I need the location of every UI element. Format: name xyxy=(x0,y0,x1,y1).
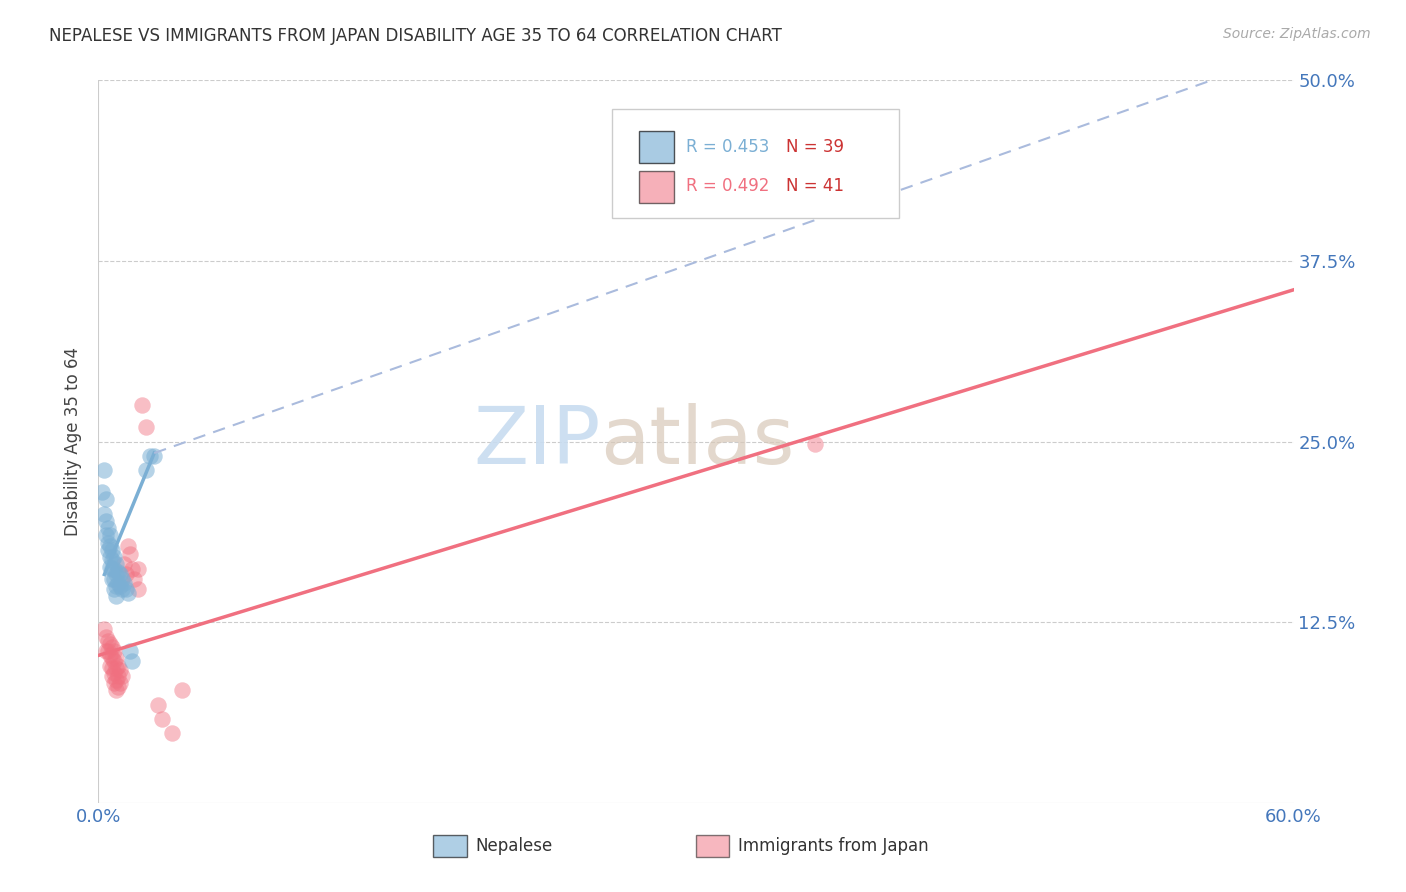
Point xyxy=(101,572,124,586)
Point xyxy=(150,712,173,726)
Point xyxy=(101,668,124,682)
Point xyxy=(143,449,166,463)
Point xyxy=(101,542,124,557)
Point xyxy=(172,683,194,698)
Point xyxy=(97,542,120,557)
Point xyxy=(115,582,138,596)
Point xyxy=(103,550,125,565)
Point xyxy=(110,676,132,690)
Point xyxy=(107,680,129,694)
Point xyxy=(97,644,120,658)
Point xyxy=(96,514,118,528)
Point xyxy=(103,654,125,668)
Text: Immigrants from Japan: Immigrants from Japan xyxy=(738,838,928,855)
Point xyxy=(105,567,128,582)
FancyBboxPatch shape xyxy=(433,835,467,857)
Point xyxy=(103,572,125,586)
Point xyxy=(135,463,157,477)
Point xyxy=(135,420,157,434)
Point xyxy=(101,562,124,576)
Point xyxy=(103,644,125,658)
Point xyxy=(148,698,170,712)
Point xyxy=(101,661,124,675)
Point xyxy=(112,576,135,591)
Text: R = 0.453: R = 0.453 xyxy=(686,137,769,156)
Point xyxy=(93,623,115,637)
Point xyxy=(107,658,129,673)
Point xyxy=(93,463,115,477)
Text: R = 0.492: R = 0.492 xyxy=(686,178,769,195)
Point xyxy=(91,485,114,500)
FancyBboxPatch shape xyxy=(696,835,730,857)
Point xyxy=(98,539,122,553)
Point xyxy=(103,562,125,576)
Point xyxy=(120,547,142,561)
Point xyxy=(107,576,129,591)
Point xyxy=(107,668,129,682)
Point xyxy=(111,572,134,586)
Point xyxy=(120,644,142,658)
Point xyxy=(97,634,120,648)
Point xyxy=(107,565,129,579)
Text: Nepalese: Nepalese xyxy=(475,838,553,855)
Point xyxy=(121,562,143,576)
Point xyxy=(139,449,162,463)
Point xyxy=(101,651,124,665)
Point xyxy=(105,683,128,698)
Point xyxy=(93,507,115,521)
Point xyxy=(96,492,118,507)
Point xyxy=(117,586,139,600)
Point xyxy=(111,668,134,682)
FancyBboxPatch shape xyxy=(638,170,675,203)
Point xyxy=(110,663,132,677)
Y-axis label: Disability Age 35 to 64: Disability Age 35 to 64 xyxy=(65,347,83,536)
Point xyxy=(96,528,118,542)
Point xyxy=(105,558,128,572)
Point xyxy=(98,550,122,565)
Point xyxy=(127,562,149,576)
Text: NEPALESE VS IMMIGRANTS FROM JAPAN DISABILITY AGE 35 TO 64 CORRELATION CHART: NEPALESE VS IMMIGRANTS FROM JAPAN DISABI… xyxy=(49,27,782,45)
Point xyxy=(105,579,128,593)
Point xyxy=(111,582,134,596)
Point xyxy=(96,644,118,658)
Point xyxy=(96,630,118,644)
Point xyxy=(105,661,128,675)
Point xyxy=(117,539,139,553)
Point xyxy=(98,560,122,574)
Point xyxy=(101,553,124,567)
Text: ZIP: ZIP xyxy=(472,402,600,481)
Point xyxy=(98,528,122,542)
Point xyxy=(98,637,122,651)
FancyBboxPatch shape xyxy=(613,109,900,218)
Point xyxy=(131,398,153,412)
Point xyxy=(110,567,132,582)
Point xyxy=(97,535,120,549)
Point xyxy=(103,676,125,690)
FancyBboxPatch shape xyxy=(638,131,675,163)
Point xyxy=(115,567,138,582)
Point xyxy=(103,665,125,680)
Point xyxy=(124,572,146,586)
Point xyxy=(97,521,120,535)
Text: Source: ZipAtlas.com: Source: ZipAtlas.com xyxy=(1223,27,1371,41)
Point xyxy=(121,654,143,668)
Point xyxy=(804,437,827,451)
Point xyxy=(98,648,122,663)
Point xyxy=(105,651,128,665)
Point xyxy=(98,658,122,673)
Point xyxy=(103,582,125,596)
Point xyxy=(105,589,128,603)
Text: atlas: atlas xyxy=(600,402,794,481)
Text: N = 41: N = 41 xyxy=(786,178,844,195)
Point xyxy=(101,640,124,654)
Point xyxy=(110,579,132,593)
Point xyxy=(127,582,149,596)
Point xyxy=(112,558,135,572)
Text: N = 39: N = 39 xyxy=(786,137,844,156)
Point xyxy=(105,673,128,687)
Point xyxy=(160,726,183,740)
